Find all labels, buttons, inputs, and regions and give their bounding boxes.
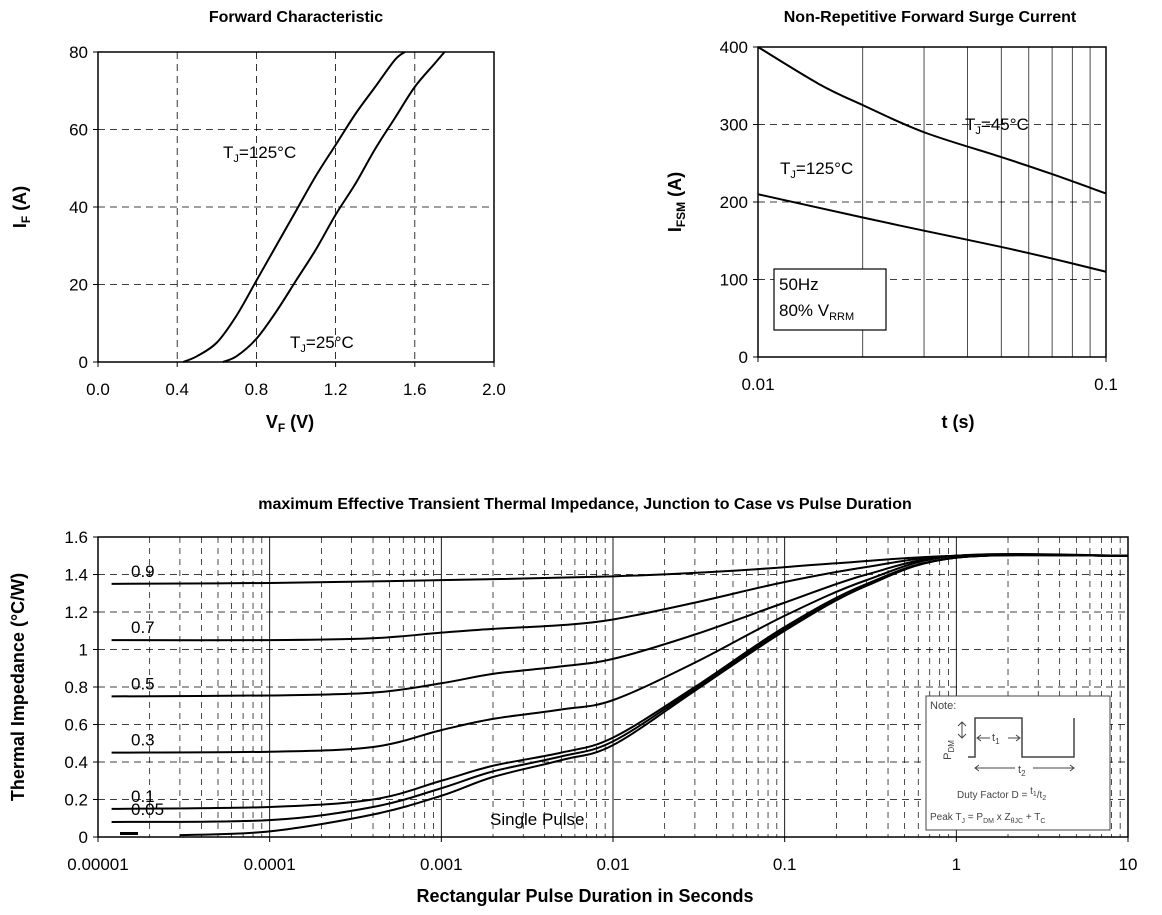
series-line-1 [757,193,1107,273]
y-tick-label: 0.4 [64,753,88,772]
duty-factor-note: Note: PDM t1 t2 Duty Factor D = t1/t2 Pe… [925,695,1111,831]
series-line-6 [179,553,1129,837]
chart2-box-voltage: 80% VRRM [779,301,854,323]
x-tick-label: 0.01 [596,855,629,874]
series-label-0-5: 0.5 [131,674,155,693]
series-label-0-05: 0.05 [131,800,164,819]
y-tick-label: 100 [720,271,748,290]
series-label-0-7: 0.7 [131,618,155,637]
chart1-y-axis-label: IF (A) [10,186,33,228]
note-t2-label: t2 [1018,764,1026,778]
chart2-box-frequency: 50Hz [779,275,819,294]
note-t1-label: t1 [992,732,1000,746]
chart3-series [111,552,1129,837]
y-tick-label: 80 [69,43,88,62]
y-tick-label: 0 [739,348,748,367]
x-tick-label: 0.1 [1094,375,1118,394]
y-tick-label: 1.4 [64,566,88,585]
x-tick-label: 1.2 [324,380,348,399]
chart2-y-axis-label: IFSM (A) [665,172,688,232]
x-tick-label: 0.4 [165,380,189,399]
chart3-series-labels: 0.9 0.7 0.5 0.3 0.10.05 [131,562,164,819]
chart3-title: maximum Effective Transient Thermal Impe… [258,496,912,513]
chart1-title: Forward Characteristic [209,9,383,26]
x-tick-label: 0.1 [773,855,797,874]
series-line-3 [111,552,1129,754]
y-tick-label: 200 [720,193,748,212]
y-tick-label: 60 [69,121,88,140]
x-tick-label: 0.001 [420,855,463,874]
chart3-x-ticks: 0.00001 0.0001 0.001 0.01 0.1 1 10 [67,837,1137,874]
series-line-0 [757,46,1107,195]
x-tick-label: 0.0 [86,380,110,399]
y-tick-label: 40 [69,198,88,217]
note-pdm-arrow [957,721,967,739]
chart2-series [757,46,1107,273]
chart2-title: Non-Repetitive Forward Surge Current [784,9,1077,26]
y-tick-label: 0.2 [64,791,88,810]
x-tick-label: 0.01 [741,375,774,394]
note-pulse-waveform [968,717,1075,758]
x-tick-label: 0.8 [245,380,269,399]
series-label-0-3: 0.3 [131,731,155,750]
y-tick-label: 0 [79,828,88,847]
series-line-1 [111,553,1129,642]
y-tick-label: 1.6 [64,528,88,547]
x-tick-label: 1.6 [403,380,427,399]
chart3-single-pulse-stub [120,832,138,835]
chart3-grid [98,537,1128,837]
chart1-x-ticks: 0.0 0.4 0.8 1.2 1.6 2.0 [86,362,506,399]
thermal-impedance-chart: maximum Effective Transient Thermal Impe… [8,496,1137,906]
y-tick-label: 1.2 [64,603,88,622]
note-duty-factor: Duty Factor D = t1/t2 [957,786,1046,802]
x-tick-label: 0.00001 [67,855,128,874]
series-line-1 [222,51,446,363]
note-pdm-label: PDM [942,740,956,760]
chart3-y-ticks: 0 0.2 0.4 0.6 0.8 1 1.2 1.4 1.6 [64,528,98,847]
note-heading: Note: [930,700,956,712]
chart3-y-axis-label: Thermal Impedance (°C/W) [8,573,28,801]
chart1-grid [98,52,494,362]
y-tick-label: 20 [69,276,88,295]
x-tick-label: 0.0001 [244,855,296,874]
chart2-annotation-tj45: TJ=45°C [965,115,1029,137]
series-line-0 [111,554,1129,585]
chart2-y-ticks: 0 100 200 300 400 [720,38,758,367]
y-tick-label: 0 [79,353,88,372]
series-label-0-1: 0.1 [131,787,155,806]
note-peak-formula: Peak TJ = PDM x ZθJC + TC [930,812,1045,825]
x-tick-label: 2.0 [482,380,506,399]
x-tick-label: 10 [1119,855,1138,874]
chart1-x-axis-label: VF (V) [266,412,314,435]
chart3-single-pulse-label: Single Pulse [490,810,585,829]
chart1-y-ticks: 0 20 40 60 80 [69,43,98,372]
chart2-x-axis-label: t (s) [942,412,975,432]
y-tick-label: 400 [720,38,748,57]
y-tick-label: 1 [79,641,88,660]
chart2-annotation-tj125: TJ=125°C [780,159,853,181]
chart2-condition-box: 50Hz 80% VRRM [773,268,887,331]
chart1-annotation-tj125: TJ=125°C [223,143,296,165]
series-line-0 [182,51,406,363]
chart1-annotation-tj25: TJ=25°C [290,333,354,355]
x-tick-label: 1 [952,855,961,874]
series-label-0-9: 0.9 [131,562,155,581]
y-tick-label: 300 [720,116,748,135]
chart2-x-ticks: 0.01 0.1 [741,357,1118,394]
surge-current-chart: Non-Repetitive Forward Surge Current 0 10… [665,9,1118,432]
chart1-series [182,51,446,363]
chart3-x-axis-label: Rectangular Pulse Duration in Seconds [416,886,753,906]
y-tick-label: 0.8 [64,678,88,697]
series-line-2 [111,553,1129,698]
y-tick-label: 0.6 [64,716,88,735]
